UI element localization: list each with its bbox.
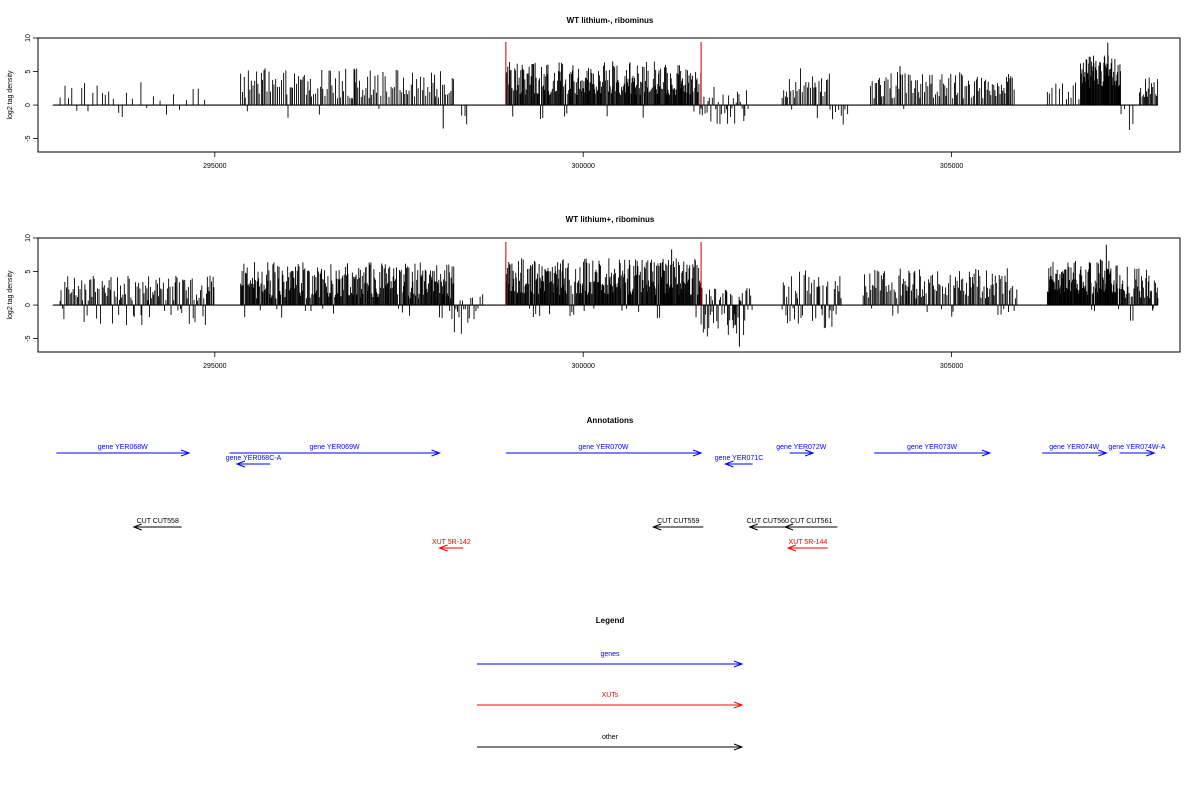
- x-tick-label: 295000: [203, 163, 226, 170]
- arrow-head: [235, 460, 246, 468]
- feature-xut: XUT 5R-144: [786, 539, 828, 552]
- plot-frame: [37, 37, 1181, 153]
- feature-other: CUT CUT561: [783, 518, 838, 531]
- feature-label: CUT CUT560: [747, 518, 789, 525]
- legend-label: other: [602, 734, 619, 741]
- x-tick-label: 300000: [572, 363, 595, 370]
- x-tick-label: 305000: [940, 363, 963, 370]
- plot-frame: [37, 237, 1181, 353]
- arrow-head: [783, 523, 794, 531]
- y-tick-label: 5: [25, 269, 32, 273]
- legend-title: Legend: [596, 616, 625, 625]
- feature-other: CUT CUT560: [747, 518, 789, 531]
- arrow-head: [180, 449, 191, 457]
- plot-area: -5 0 5 10 295000 300000 305000: [25, 34, 1159, 170]
- annotations-title: Annotations: [587, 416, 634, 425]
- feature-label: gene YER071C: [715, 455, 764, 462]
- arrow-head: [733, 701, 744, 709]
- feature-label: gene YER073W: [907, 444, 957, 451]
- arrow-head: [804, 449, 815, 457]
- arrow-head: [1098, 449, 1108, 457]
- feature-gene: gene YER074W: [1042, 444, 1108, 457]
- feature-xut: XUT 5R-142: [432, 539, 471, 552]
- y-axis-label: log2 tag density: [7, 270, 14, 320]
- feature-label: gene YER069W: [310, 444, 360, 451]
- y-axis-label: log2 tag density: [7, 70, 14, 120]
- feature-label: XUT 5R-142: [432, 539, 471, 546]
- x-tick-label: 305000: [940, 163, 963, 170]
- arrow-head: [733, 743, 744, 751]
- arrow-head: [723, 460, 734, 468]
- feature-gene: gene YER072W: [776, 444, 827, 457]
- feature-label: CUT CUT561: [790, 518, 832, 525]
- feature-gene: gene YER070W: [505, 444, 703, 457]
- arrow-head: [786, 544, 797, 552]
- feature-label: gene YER068W: [98, 444, 148, 451]
- feature-other: CUT CUT559: [651, 518, 704, 531]
- feature-gene: gene YER073W: [874, 444, 992, 457]
- legend-label: XUTs: [602, 692, 619, 699]
- feature-gene: gene YER074W-A: [1108, 444, 1166, 457]
- arrow-head: [981, 449, 992, 457]
- arrow-head: [748, 523, 758, 531]
- panel-title: WT lithium+, ribominus: [566, 215, 655, 224]
- feature-gene: gene YER071C: [715, 455, 764, 468]
- arrow-head: [651, 523, 662, 531]
- arrow-head: [132, 523, 142, 531]
- arrow-head: [431, 449, 441, 457]
- feature-label: gene YER074W-A: [1108, 444, 1165, 451]
- legend-items: genes XUTs other: [477, 651, 744, 751]
- y-tick-label: -5: [25, 335, 32, 341]
- feature-list: gene YER068W gene YER068C-A gene YER069W ge…: [56, 444, 1166, 552]
- arrow-head: [1146, 449, 1156, 457]
- y-tick-label: 5: [25, 69, 32, 73]
- x-tick-label: 300000: [572, 163, 595, 170]
- feature-label: CUT CUT558: [137, 518, 179, 525]
- legend-panel: Legend genes XUTs other: [477, 616, 744, 751]
- track-panel-lithium-minus: WT lithium-, ribominus log2 tag density …: [7, 16, 1181, 170]
- y-tick-label: 10: [25, 234, 32, 242]
- arrow-head: [733, 660, 744, 668]
- legend-label: genes: [600, 651, 620, 658]
- legend-item: other: [477, 734, 744, 751]
- y-tick-label: 0: [25, 103, 32, 107]
- feature-label: gene YER070W: [578, 444, 628, 451]
- y-tick-label: -5: [25, 135, 32, 141]
- feature-gene: gene YER068W: [56, 444, 191, 457]
- feature-label: gene YER068C-A: [226, 455, 282, 462]
- panel-title: WT lithium-, ribominus: [567, 16, 654, 25]
- arrow-head: [438, 544, 448, 552]
- track-panel-lithium-plus: WT lithium+, ribominus log2 tag density …: [7, 215, 1181, 370]
- arrow-head: [692, 449, 703, 457]
- legend-item: genes: [477, 651, 744, 668]
- plot-area: -5 0 5 10 295000 300000 305000: [25, 234, 1159, 370]
- y-tick-label: 0: [25, 303, 32, 307]
- x-tick-label: 295000: [203, 363, 226, 370]
- feature-label: CUT CUT559: [657, 518, 699, 525]
- y-tick-label: 10: [25, 34, 32, 42]
- feature-label: gene YER074W: [1049, 444, 1099, 451]
- feature-gene: gene YER068C-A: [226, 455, 282, 468]
- feature-gene: gene YER069W: [229, 444, 441, 457]
- feature-other: CUT CUT558: [132, 518, 182, 531]
- legend-item: XUTs: [477, 692, 744, 709]
- feature-label: XUT 5R-144: [789, 539, 828, 546]
- feature-label: gene YER072W: [776, 444, 826, 451]
